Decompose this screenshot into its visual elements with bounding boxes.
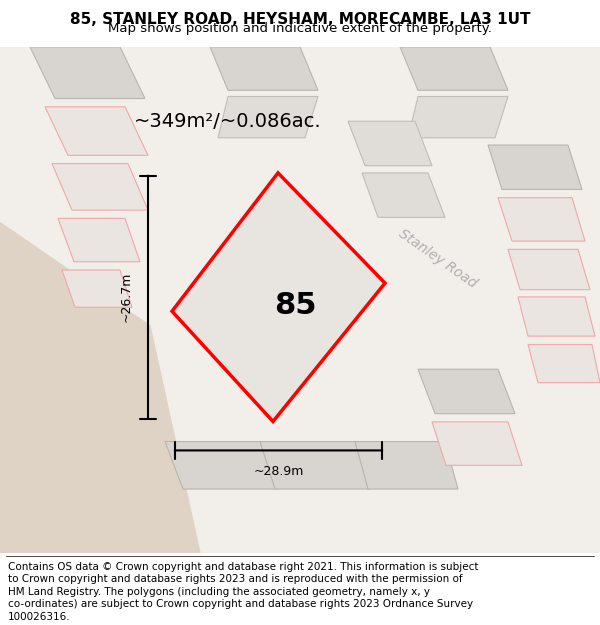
Text: 85, STANLEY ROAD, HEYSHAM, MORECAMBE, LA3 1UT: 85, STANLEY ROAD, HEYSHAM, MORECAMBE, LA… [70,12,530,27]
Polygon shape [518,297,595,336]
Polygon shape [418,369,515,414]
Polygon shape [488,145,582,189]
Polygon shape [362,173,445,218]
Polygon shape [260,441,370,489]
Text: 85: 85 [274,291,316,320]
Polygon shape [165,441,278,489]
Polygon shape [400,47,508,90]
Polygon shape [508,249,590,289]
Polygon shape [58,218,140,262]
Polygon shape [432,422,522,465]
Polygon shape [172,173,385,421]
Polygon shape [218,96,318,138]
Polygon shape [45,107,148,156]
Text: Contains OS data © Crown copyright and database right 2021. This information is : Contains OS data © Crown copyright and d… [8,562,478,572]
Polygon shape [408,96,508,138]
Polygon shape [30,47,145,99]
Text: Map shows position and indicative extent of the property.: Map shows position and indicative extent… [108,22,492,35]
Polygon shape [498,198,585,241]
Text: 100026316.: 100026316. [8,612,70,622]
Text: Stanley Road: Stanley Road [397,227,479,291]
Text: ~26.7m: ~26.7m [119,272,133,322]
Polygon shape [348,121,432,166]
Text: ~28.9m: ~28.9m [253,464,304,478]
Polygon shape [355,441,458,489]
Polygon shape [210,47,318,90]
Text: to Crown copyright and database rights 2023 and is reproduced with the permissio: to Crown copyright and database rights 2… [8,574,463,584]
Polygon shape [0,222,200,553]
Text: co-ordinates) are subject to Crown copyright and database rights 2023 Ordnance S: co-ordinates) are subject to Crown copyr… [8,599,473,609]
Text: HM Land Registry. The polygons (including the associated geometry, namely x, y: HM Land Registry. The polygons (includin… [8,587,430,597]
Polygon shape [528,344,600,382]
Text: ~349m²/~0.086ac.: ~349m²/~0.086ac. [134,112,322,131]
Polygon shape [62,270,132,308]
Polygon shape [52,164,148,210]
